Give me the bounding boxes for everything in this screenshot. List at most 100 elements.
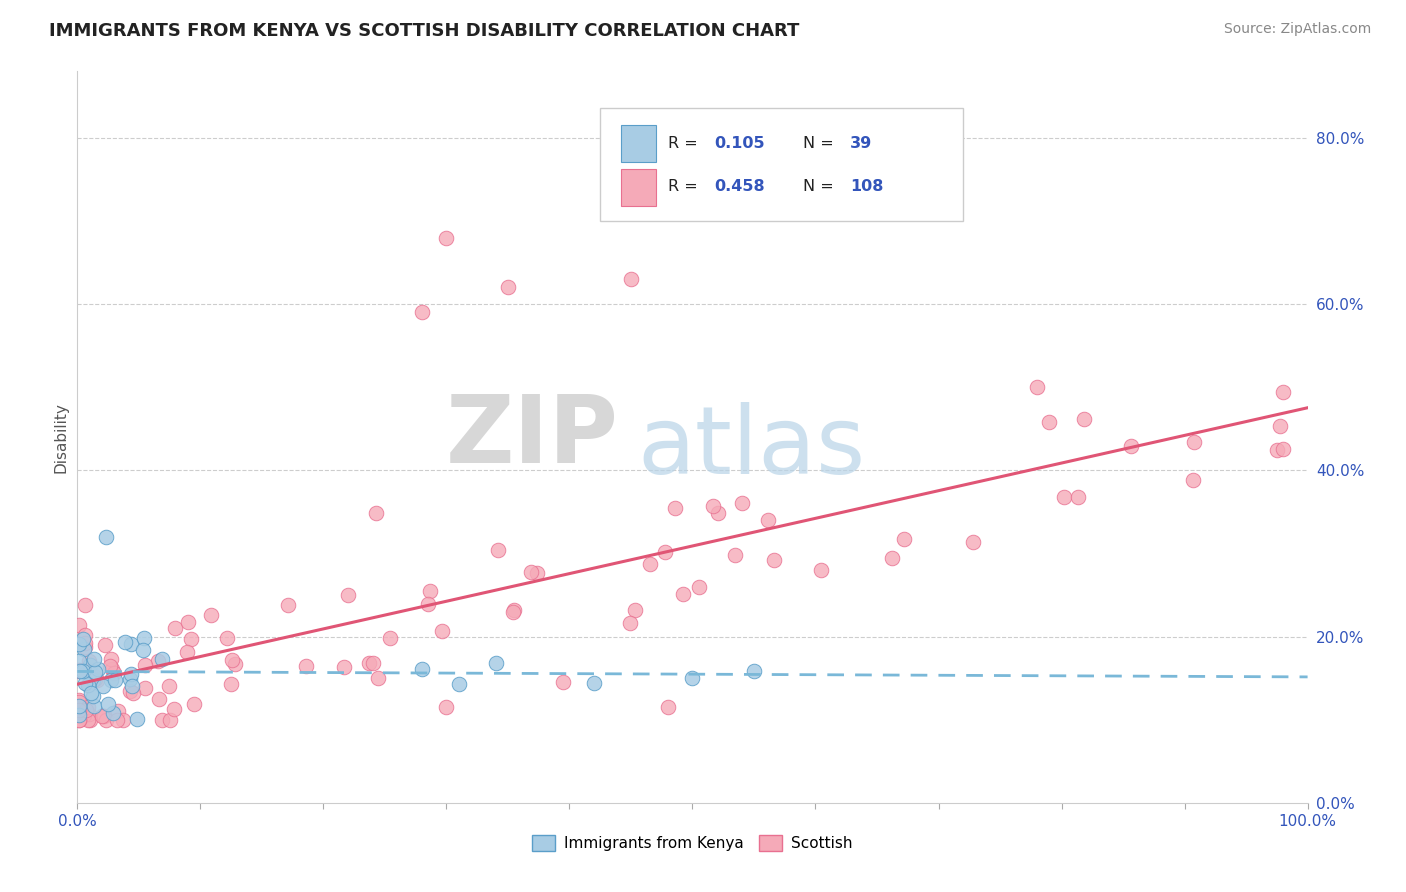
- Point: [157, 679, 180, 693]
- Point: [176, 615, 198, 629]
- Point: [620, 272, 643, 286]
- Point: [419, 584, 441, 599]
- Point: [502, 605, 524, 619]
- Point: [83, 669, 105, 683]
- Point: [100, 673, 122, 687]
- Point: [75, 598, 97, 612]
- Text: N =: N =: [803, 136, 839, 151]
- Point: [1271, 442, 1294, 456]
- Text: 108: 108: [851, 179, 883, 194]
- Point: [756, 513, 779, 527]
- Point: [496, 280, 519, 294]
- Point: [82, 673, 104, 688]
- Point: [215, 631, 238, 645]
- Point: [79, 658, 101, 673]
- Point: [1119, 439, 1142, 453]
- Point: [962, 535, 984, 549]
- Point: [86, 673, 108, 687]
- Point: [79, 657, 101, 672]
- Point: [688, 580, 710, 594]
- Point: [702, 499, 724, 513]
- Point: [551, 675, 574, 690]
- Point: [1270, 419, 1292, 434]
- Point: [67, 695, 90, 709]
- Text: 39: 39: [851, 136, 872, 151]
- Point: [114, 635, 136, 649]
- Point: [101, 662, 124, 676]
- Point: [82, 690, 104, 704]
- Point: [73, 676, 96, 690]
- Point: [219, 677, 242, 691]
- Point: [132, 632, 155, 646]
- Point: [76, 713, 98, 727]
- Point: [67, 618, 90, 632]
- Point: [134, 681, 156, 695]
- Point: [122, 686, 145, 700]
- Point: [367, 671, 389, 685]
- Text: ZIP: ZIP: [446, 391, 619, 483]
- Text: N =: N =: [803, 179, 839, 194]
- Point: [619, 615, 641, 630]
- Point: [118, 683, 141, 698]
- Point: [1265, 443, 1288, 458]
- Point: [150, 713, 173, 727]
- Point: [79, 686, 101, 700]
- Point: [73, 707, 96, 722]
- Point: [731, 496, 754, 510]
- Point: [724, 548, 747, 562]
- Text: Source: ZipAtlas.com: Source: ZipAtlas.com: [1223, 22, 1371, 37]
- Point: [1182, 434, 1205, 449]
- Point: [1026, 380, 1049, 394]
- Text: atlas: atlas: [637, 402, 865, 494]
- Point: [664, 501, 686, 516]
- Point: [67, 692, 90, 706]
- Point: [84, 665, 107, 680]
- Point: [224, 657, 246, 672]
- FancyBboxPatch shape: [621, 126, 655, 162]
- Point: [333, 660, 356, 674]
- Point: [657, 700, 679, 714]
- FancyBboxPatch shape: [600, 108, 963, 221]
- Point: [361, 656, 384, 670]
- Point: [120, 637, 142, 651]
- Point: [67, 654, 90, 668]
- Point: [67, 713, 90, 727]
- Point: [416, 598, 439, 612]
- Y-axis label: Disability: Disability: [53, 401, 69, 473]
- Point: [67, 713, 90, 727]
- Point: [436, 700, 458, 714]
- Point: [107, 704, 129, 718]
- Point: [100, 651, 122, 665]
- Point: [69, 665, 91, 679]
- Point: [672, 587, 695, 601]
- Point: [366, 506, 388, 520]
- Point: [132, 642, 155, 657]
- Point: [1181, 473, 1204, 487]
- Point: [72, 632, 94, 646]
- Point: [520, 566, 543, 580]
- Point: [148, 692, 170, 706]
- Point: [436, 230, 458, 244]
- Point: [73, 642, 96, 657]
- Point: [1038, 416, 1060, 430]
- Point: [1052, 490, 1074, 504]
- Point: [183, 697, 205, 711]
- Point: [411, 662, 433, 676]
- Point: [67, 708, 90, 723]
- Point: [150, 652, 173, 666]
- Point: [91, 709, 114, 723]
- Point: [75, 702, 97, 716]
- Text: IMMIGRANTS FROM KENYA VS SCOTTISH DISABILITY CORRELATION CHART: IMMIGRANTS FROM KENYA VS SCOTTISH DISABI…: [49, 22, 800, 40]
- Point: [707, 507, 730, 521]
- Point: [103, 665, 125, 680]
- Point: [67, 637, 90, 651]
- Point: [125, 712, 148, 726]
- Point: [485, 656, 508, 670]
- Point: [277, 598, 299, 612]
- Point: [91, 679, 114, 693]
- Point: [623, 603, 645, 617]
- Point: [880, 551, 903, 566]
- Point: [163, 702, 186, 716]
- Point: [583, 676, 606, 690]
- Point: [96, 713, 118, 727]
